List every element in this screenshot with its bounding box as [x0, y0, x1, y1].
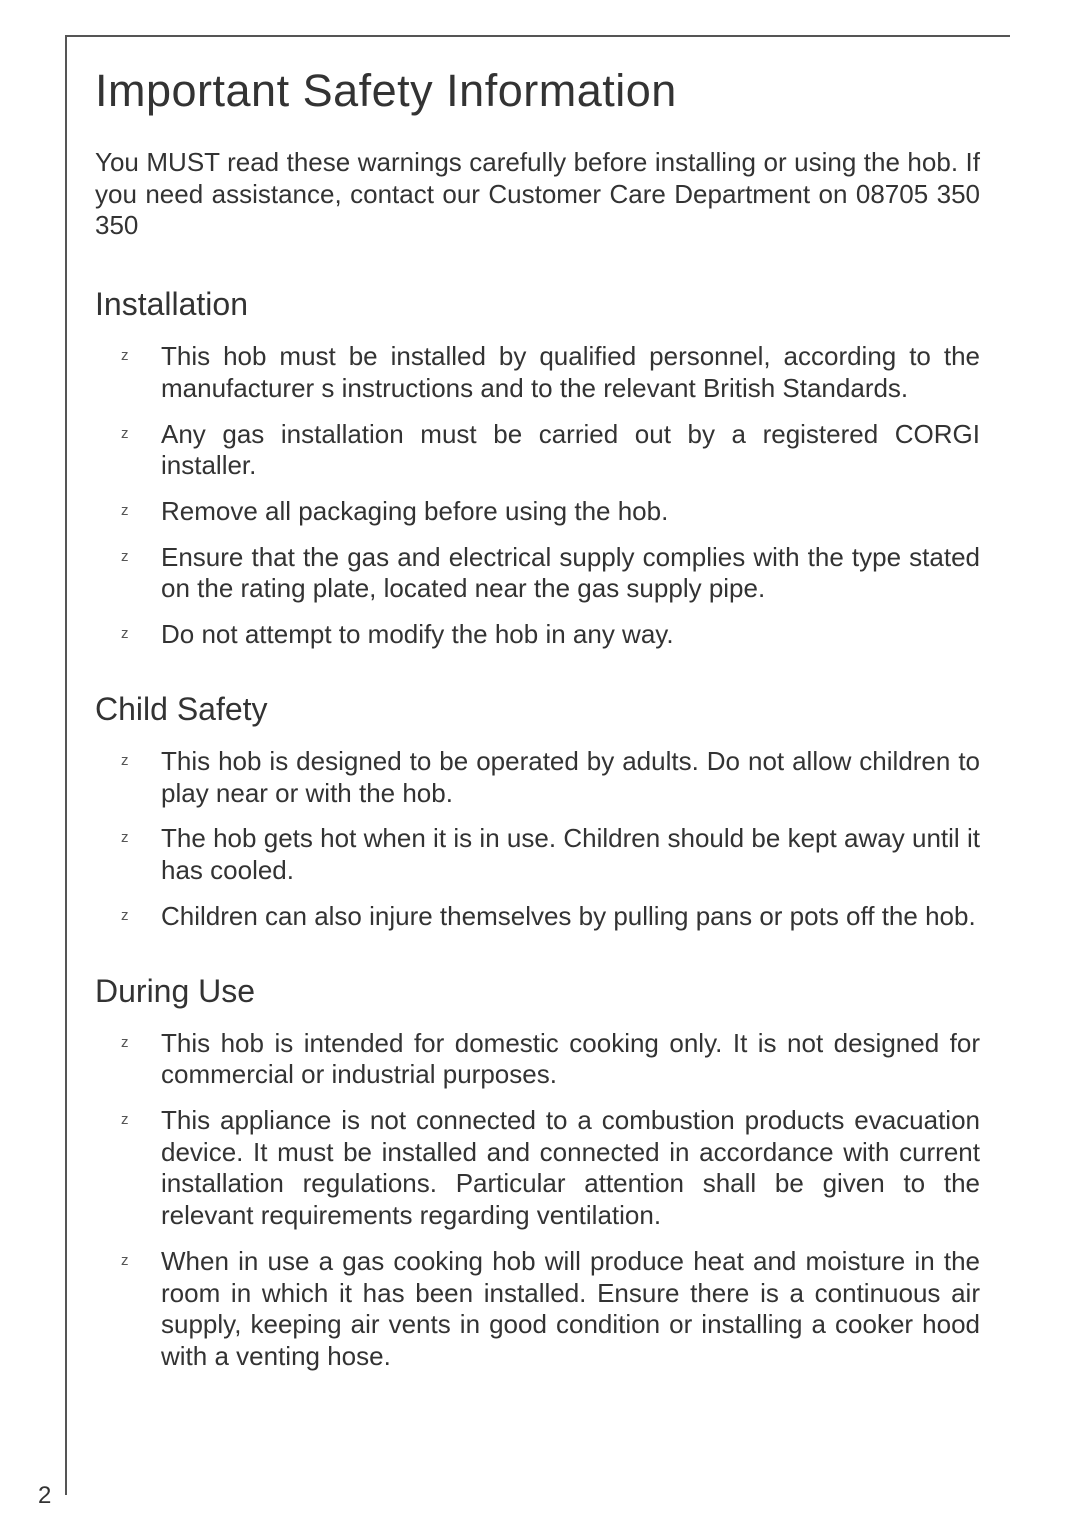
list-item: This appliance is not connected to a com… — [161, 1105, 980, 1232]
section-during-use: During Use This hob is intended for dome… — [95, 973, 980, 1373]
section-heading: Child Safety — [95, 691, 980, 728]
list-item: Children can also injure themselves by p… — [161, 901, 980, 933]
section-heading: During Use — [95, 973, 980, 1010]
list-item: The hob gets hot when it is in use. Chil… — [161, 823, 980, 886]
section-heading: Installation — [95, 286, 980, 323]
page-frame: Important Safety Information You MUST re… — [65, 35, 1010, 1495]
section-installation: Installation This hob must be installed … — [95, 286, 980, 651]
list-item: This hob must be installed by qualified … — [161, 341, 980, 404]
bullet-list: This hob is intended for domestic cookin… — [95, 1028, 980, 1373]
intro-paragraph: You MUST read these warnings carefully b… — [95, 147, 980, 242]
page-title: Important Safety Information — [95, 65, 980, 117]
bullet-list: This hob must be installed by qualified … — [95, 341, 980, 651]
section-child-safety: Child Safety This hob is designed to be … — [95, 691, 980, 933]
list-item: When in use a gas cooking hob will produ… — [161, 1246, 980, 1373]
bullet-list: This hob is designed to be operated by a… — [95, 746, 980, 933]
list-item: Do not attempt to modify the hob in any … — [161, 619, 980, 651]
list-item: Ensure that the gas and electrical suppl… — [161, 542, 980, 605]
list-item: Any gas installation must be carried out… — [161, 419, 980, 482]
page-number: 2 — [38, 1482, 51, 1510]
list-item: Remove all packaging before using the ho… — [161, 496, 980, 528]
list-item: This hob is intended for domestic cookin… — [161, 1028, 980, 1091]
list-item: This hob is designed to be operated by a… — [161, 746, 980, 809]
